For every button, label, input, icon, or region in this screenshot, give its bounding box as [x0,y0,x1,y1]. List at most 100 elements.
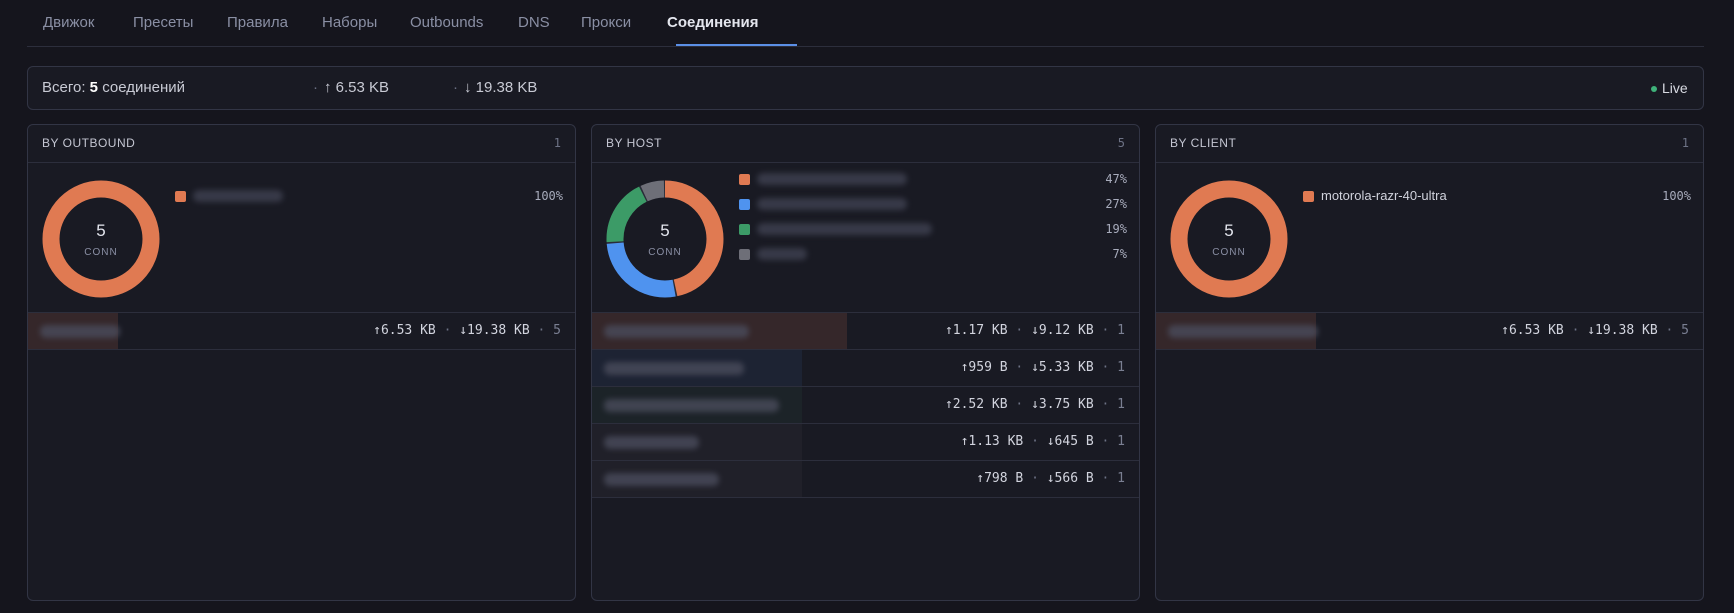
donut-slice[interactable] [606,180,724,298]
upload-value: ↑ 6.53 KB [324,79,390,96]
donut-value: 5 [96,221,106,240]
panel-by-host: BY HOST 5 5 CONN 47% 27% 19% 7% ↑1.17 KB … [591,124,1140,601]
tab-bar: Движок Пресеты Правила Наборы Outbounds … [27,0,1704,47]
breakdown-row[interactable]: ↑1.17 KB · ↓9.12 KB · 1 [592,313,1139,350]
row-traffic: ↑6.53 KB · ↓19.38 KB · 5 [1501,313,1689,349]
legend-label-redacted [757,173,907,185]
legend-swatch [739,174,750,185]
breakdown-row[interactable]: ↑6.53 KB · ↓19.38 KB · 5 [28,313,575,350]
tab-rules[interactable]: Правила [227,14,288,31]
row-download: ↓3.75 KB [1031,397,1094,412]
tab-sets[interactable]: Наборы [322,14,378,31]
total-suffix: соединений [102,79,186,96]
legend-swatch [739,249,750,260]
panel-count: 1 [553,136,561,150]
row-traffic: ↑6.53 KB · ↓19.38 KB · 5 [373,313,561,349]
row-download: ↓566 B [1046,471,1094,486]
donut-label: CONN [84,247,118,258]
breakdown-list: ↑1.17 KB · ↓9.12 KB · 1 ↑959 B · ↓5.33 K… [592,312,1139,498]
tab-presets[interactable]: Пресеты [133,14,194,31]
separator-dot: · [1101,471,1118,486]
row-count: 1 [1117,397,1125,412]
separator-dot: · [1101,434,1118,449]
breakdown-row[interactable]: ↑2.52 KB · ↓3.75 KB · 1 [592,387,1139,424]
legend-label: motorola-razr-40-ultra [1321,188,1447,203]
donut-chart [42,180,160,298]
panel-header: BY OUTBOUND 1 [28,125,575,163]
separator-dot: · [1015,397,1032,412]
row-count: 1 [1117,360,1125,375]
donut-value: 5 [1224,221,1234,240]
active-tab-indicator [676,44,797,46]
row-traffic: ↑2.52 KB · ↓3.75 KB · 1 [945,387,1125,423]
donut-slice[interactable] [42,180,160,298]
legend-item[interactable]: 19% [739,220,1127,238]
row-download: ↓9.12 KB [1031,323,1094,338]
legend-label-redacted [757,248,807,260]
row-count: 5 [553,323,561,338]
donut-slice[interactable] [606,180,724,298]
legend-percent: 19% [1105,222,1127,236]
legend-percent: 100% [534,189,563,203]
row-traffic: ↑798 B · ↓566 B · 1 [976,461,1125,497]
donut-label: CONN [648,247,682,258]
breakdown-list: ↑6.53 KB · ↓19.38 KB · 5 [1156,312,1703,350]
row-upload: ↑6.53 KB [373,323,436,338]
row-download: ↓5.33 KB [1031,360,1094,375]
total-count: 5 [89,79,99,96]
breakdown-row[interactable]: ↑1.13 KB · ↓645 B · 1 [592,424,1139,461]
separator-dot: · [1031,471,1047,486]
legend-percent: 7% [1112,247,1127,261]
total-connections: Всего: 5 соединений [42,67,185,109]
legend-swatch [739,199,750,210]
row-name-redacted [604,436,699,449]
legend-item[interactable]: 47% [739,170,1127,188]
live-status-label: Live [1662,80,1688,96]
legend-item[interactable]: 27% [739,195,1127,213]
row-upload: ↑6.53 KB [1501,323,1564,338]
donut-slice[interactable] [606,180,724,298]
panel-header: BY CLIENT 1 [1156,125,1703,163]
separator-dot: · [537,323,554,338]
breakdown-row[interactable]: ↑6.53 KB · ↓19.38 KB · 5 [1156,313,1703,350]
legend-item[interactable]: motorola-razr-40-ultra 100% [1303,187,1691,205]
row-name-redacted [604,362,744,375]
legend-percent: 100% [1662,189,1691,203]
tab-proxy[interactable]: Прокси [581,14,632,31]
separator-dot: · [313,79,318,96]
separator-dot: · [443,323,460,338]
panel-header: BY HOST 5 [592,125,1139,163]
row-traffic: ↑1.17 KB · ↓9.12 KB · 1 [945,313,1125,349]
row-upload: ↑798 B [976,471,1024,486]
breakdown-row[interactable]: ↑798 B · ↓566 B · 1 [592,461,1139,498]
row-name-redacted [1168,325,1318,338]
live-status-dot [1651,86,1657,92]
panel-by-client: BY CLIENT 1 5 CONN motorola-razr-40-ultra… [1155,124,1704,601]
row-count: 1 [1117,323,1125,338]
row-count: 1 [1117,471,1125,486]
legend-percent: 27% [1105,197,1127,211]
separator-dot: · [453,79,458,96]
tab-outbounds[interactable]: Outbounds [410,14,484,31]
donut-slice[interactable] [1170,180,1288,298]
legend-item[interactable]: 7% [739,245,1127,263]
tab-dns[interactable]: DNS [518,14,550,31]
tab-connections[interactable]: Соединения [667,14,759,31]
legend-percent: 47% [1105,172,1127,186]
row-name-redacted [604,473,719,486]
separator-dot: · [1015,323,1032,338]
legend-swatch [739,224,750,235]
total-upload: · ↑ 6.53 KB [313,67,389,109]
row-upload: ↑2.52 KB [944,397,1008,412]
separator-dot: · [1101,397,1118,412]
panel-title: BY OUTBOUND [42,136,136,150]
breakdown-row[interactable]: ↑959 B · ↓5.33 KB · 1 [592,350,1139,387]
row-download: ↓645 B [1046,434,1094,449]
legend-label-redacted [757,198,907,210]
panel-count: 5 [1117,136,1125,150]
legend-item[interactable]: 100% [175,187,563,205]
row-name-redacted [604,399,779,412]
total-prefix: Всего: [42,79,86,96]
row-traffic: ↑959 B · ↓5.33 KB · 1 [961,350,1125,386]
tab-engine[interactable]: Движок [43,14,95,31]
